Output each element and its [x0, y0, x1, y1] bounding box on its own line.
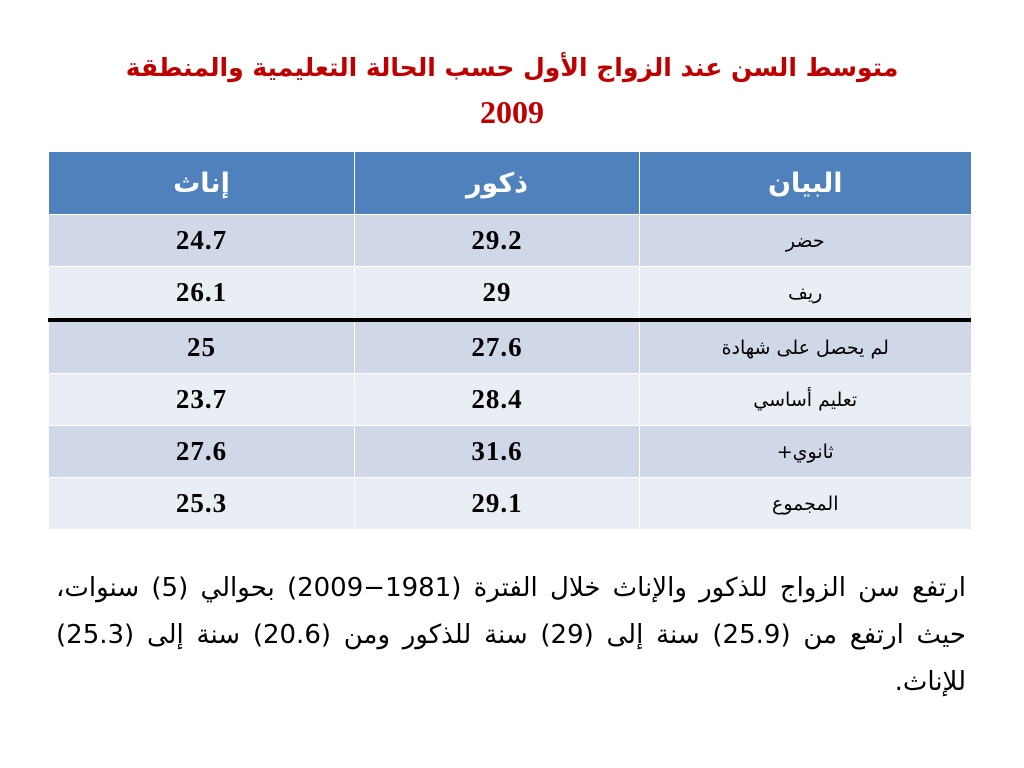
- female-value: 24.7: [48, 214, 355, 267]
- title-year: 2009: [480, 94, 544, 130]
- age-at-marriage-table: البيان ذكور إناث حضر 29.2 24.7 ريف 29 26…: [48, 152, 971, 529]
- table-row: ثانوي+ 31.6 27.6: [48, 425, 971, 478]
- summary-paragraph: ارتفع سن الزواج للذكور والإناث خلال الفت…: [56, 573, 966, 697]
- row-label: لم يحصل على شهادة: [639, 318, 971, 374]
- female-value: 23.7: [48, 373, 355, 426]
- male-value: 31.6: [354, 425, 640, 478]
- title-text: متوسط السن عند الزواج الأول حسب الحالة ا…: [125, 53, 899, 82]
- male-value: 29.1: [354, 477, 640, 529]
- header-male: ذكور: [354, 152, 640, 215]
- row-label: ريف: [639, 266, 971, 320]
- row-label: تعليم أساسي: [639, 373, 971, 426]
- slide-title: متوسط السن عند الزواج الأول حسب الحالة ا…: [40, 44, 984, 132]
- male-value: 28.4: [354, 373, 640, 426]
- row-label: ثانوي+: [639, 425, 971, 478]
- row-label: المجموع: [639, 477, 971, 529]
- table-row: حضر 29.2 24.7: [48, 214, 971, 267]
- table-row: ريف 29 26.1: [48, 266, 971, 320]
- header-female: إناث: [48, 152, 355, 215]
- table-row: لم يحصل على شهادة 27.6 25: [48, 318, 971, 374]
- male-value: 29.2: [354, 214, 640, 267]
- male-value: 27.6: [354, 318, 640, 374]
- table-row: تعليم أساسي 28.4 23.7: [48, 373, 971, 426]
- table-row: المجموع 29.1 25.3: [48, 477, 971, 529]
- female-value: 26.1: [48, 266, 355, 320]
- male-value: 29: [354, 266, 640, 320]
- header-label: البيان: [639, 152, 971, 215]
- female-value: 27.6: [48, 425, 355, 478]
- female-value: 25: [48, 318, 355, 374]
- row-label: حضر: [639, 214, 971, 267]
- female-value: 25.3: [48, 477, 355, 529]
- table-header-row: البيان ذكور إناث: [48, 152, 971, 215]
